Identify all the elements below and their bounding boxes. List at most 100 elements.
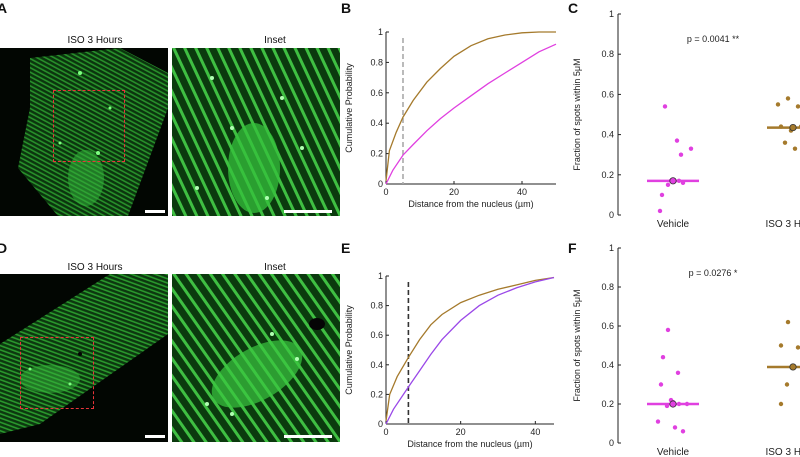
panel-letter-b: B <box>341 0 352 16</box>
data-point <box>795 345 800 350</box>
p-value-annotation: p = 0.0041 ** <box>687 34 740 44</box>
y-axis-label: Cumulative Probability <box>344 305 354 395</box>
y-axis-label: Fraction of spots within 5μM <box>572 289 582 401</box>
y-tick-label: 1 <box>378 27 383 37</box>
micrograph-iso-d-image <box>0 274 168 442</box>
x-axis-label: Distance from the nucleus (µm) <box>407 439 532 449</box>
panel-letter-d: D <box>0 240 8 256</box>
chart-cumulative-b: 0 20 40 0 0.2 0.4 0.6 0.8 1 Distance from the nuc… <box>344 27 557 209</box>
mean-marker <box>789 363 797 371</box>
data-point <box>665 327 671 333</box>
y-tick-label: 0.6 <box>601 321 614 331</box>
p-value-annotation: p = 0.0276 * <box>689 268 738 278</box>
y-tick-label: 0.4 <box>370 118 383 128</box>
x-tick-label: 40 <box>530 427 540 437</box>
x-tick-label: 40 <box>517 187 527 197</box>
data-point <box>680 429 686 434</box>
micrograph-title-iso: ISO 3 Hours <box>67 35 123 46</box>
category-label: Vehicle <box>657 447 690 457</box>
scale-bar-inset-d <box>284 435 332 438</box>
mean-marker <box>669 400 677 408</box>
x-axis-label: Distance from the nucleus (µm) <box>408 199 533 209</box>
chart-cumulative-e: 0 20 40 0 0.2 0.4 0.6 0.8 1 Distance from the nuc… <box>344 271 555 449</box>
y-tick-label: 0.2 <box>370 149 383 159</box>
data-point <box>674 138 680 143</box>
data-point <box>778 343 784 348</box>
series-line-1 <box>385 276 555 425</box>
y-tick-label: 0.8 <box>601 49 614 59</box>
data-point <box>678 152 684 157</box>
data-point <box>775 102 781 107</box>
data-point <box>655 419 661 424</box>
micrograph-title-iso-d: ISO 3 Hours <box>67 262 123 273</box>
data-point <box>785 319 791 325</box>
category-label: Vehicle <box>657 219 690 230</box>
y-tick-label: 0.4 <box>370 360 383 370</box>
inset-roi-a <box>53 90 125 162</box>
y-tick-label: 0.2 <box>601 170 614 180</box>
series-line-1 <box>385 43 557 185</box>
inset-title-d: Inset <box>264 262 286 273</box>
category-label: ISO 3 Hours <box>765 219 800 230</box>
data-point <box>675 370 681 375</box>
inset-image-d-image <box>172 274 340 442</box>
y-tick-label: 0.6 <box>370 88 383 98</box>
data-point <box>792 146 798 151</box>
panel-letter-a: A <box>0 0 8 16</box>
micrograph-iso-d <box>0 274 168 442</box>
data-point <box>778 401 784 407</box>
data-point <box>782 140 788 145</box>
x-tick-label: 0 <box>383 187 388 197</box>
mean-marker <box>789 123 797 132</box>
y-tick-label: 0.4 <box>601 360 614 370</box>
y-tick-label: 0 <box>378 419 383 429</box>
series-line-0 <box>385 276 555 422</box>
chart-scatter-c: 0 0.2 0.4 0.6 0.8 1 Vehicle ISO 3 Hours p = 0.00… <box>572 10 800 230</box>
inset-image-d <box>172 274 340 442</box>
inset-title: Inset <box>264 35 286 46</box>
y-tick-label: 0 <box>609 438 614 448</box>
y-tick-label: 0.2 <box>601 399 614 409</box>
series-line-0 <box>385 31 556 182</box>
data-point <box>665 182 671 188</box>
y-tick-label: 1 <box>609 243 614 253</box>
y-tick-label: 0.8 <box>601 282 614 292</box>
panel-letter-e: E <box>341 240 351 256</box>
y-tick-label: 0 <box>378 179 383 189</box>
data-point <box>784 382 790 387</box>
data-point <box>785 96 791 101</box>
data-point <box>659 192 665 198</box>
data-point <box>688 146 694 151</box>
y-tick-label: 1 <box>609 10 614 19</box>
mean-marker <box>669 177 677 185</box>
data-point <box>672 425 678 430</box>
y-tick-label: 0.6 <box>370 330 383 340</box>
inset-image-a <box>172 48 340 216</box>
data-point <box>662 104 668 109</box>
y-tick-label: 1 <box>378 271 383 281</box>
chart-scatter-f: 0 0.2 0.4 0.6 0.8 1 Vehicle ISO 3 Hours p = 0.02… <box>572 243 800 457</box>
x-tick-label: 20 <box>456 427 466 437</box>
x-tick-label: 20 <box>449 187 459 197</box>
x-tick-label: 0 <box>383 427 388 437</box>
scale-bar-a <box>145 210 165 213</box>
panel-letter-c: C <box>568 0 579 16</box>
data-point <box>660 355 666 360</box>
y-axis-label: Cumulative Probability <box>344 63 354 153</box>
data-point <box>795 104 800 109</box>
inset-roi-d <box>20 337 94 409</box>
data-point <box>657 208 663 214</box>
y-tick-label: 0 <box>609 210 614 220</box>
y-tick-label: 0.2 <box>370 389 383 399</box>
y-axis-label: Fraction of spots within 5μM <box>572 58 582 170</box>
inset-image-a-image <box>172 48 340 216</box>
data-point <box>658 382 664 387</box>
scale-bar-d <box>145 435 165 438</box>
y-tick-label: 0.4 <box>601 130 614 140</box>
y-tick-label: 0.8 <box>370 57 383 67</box>
y-tick-label: 0.6 <box>601 89 614 99</box>
scale-bar-inset-a <box>284 210 332 213</box>
y-tick-label: 0.8 <box>370 301 383 311</box>
category-label: ISO 3 Hours <box>765 447 800 457</box>
panel-letter-f: F <box>568 240 577 256</box>
